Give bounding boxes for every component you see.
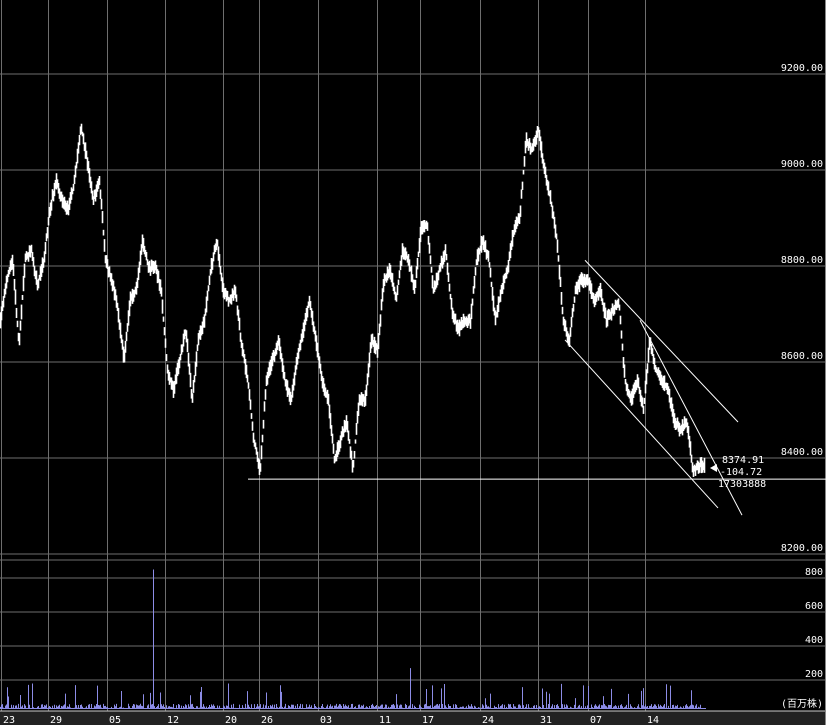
trend-lines [248, 259, 826, 516]
date-tick-label: 14 [647, 715, 659, 725]
channel-trend-line [584, 259, 739, 423]
volume-unit-label: (百万株) [781, 697, 823, 710]
date-tick-label: 03 [320, 715, 332, 725]
volume-tick-label: 400 [805, 635, 823, 646]
date-tick-label: 11 [379, 715, 391, 725]
date-tick-label: 26 [261, 715, 273, 725]
last-volume: 17303888 [718, 479, 766, 490]
date-tick-label: 31 [540, 715, 552, 725]
date-tick-label: 05 [109, 715, 121, 725]
price-tick-label: 8200.00 [781, 543, 823, 554]
channel-trend-line [564, 339, 719, 509]
date-tick-label: 12 [167, 715, 179, 725]
price-tick-label: 9200.00 [781, 63, 823, 74]
volume-tick-label: 200 [805, 669, 823, 680]
axes: 9200.00 9000.00 8800.00 8600.00 8400.00 8200.… [3, 63, 823, 725]
price-series [0, 123, 706, 477]
date-axis-strip [0, 711, 826, 725]
price-tick-label: 8400.00 [781, 447, 823, 458]
volume-tick-label: 800 [805, 567, 823, 578]
date-tick-label: 07 [590, 715, 602, 725]
date-tick-label: 23 [3, 715, 15, 725]
price-tick-label: 8800.00 [781, 255, 823, 266]
date-tick-label: 24 [482, 715, 494, 725]
last-price-info: 8374.91 -104.72 17303888 [710, 455, 766, 490]
pointer-icon [710, 464, 717, 472]
price-tick-label: 9000.00 [781, 159, 823, 170]
volume-tick-label: 600 [805, 601, 823, 612]
date-tick-label: 29 [50, 715, 62, 725]
last-price: 8374.91 [722, 455, 764, 466]
channel-trend-line [639, 320, 743, 516]
price-change: -104.72 [720, 467, 762, 478]
date-tick-label: 17 [422, 715, 434, 725]
price-tick-label: 8600.00 [781, 351, 823, 362]
volume-bars [0, 569, 706, 709]
date-tick-label: 20 [225, 715, 237, 725]
